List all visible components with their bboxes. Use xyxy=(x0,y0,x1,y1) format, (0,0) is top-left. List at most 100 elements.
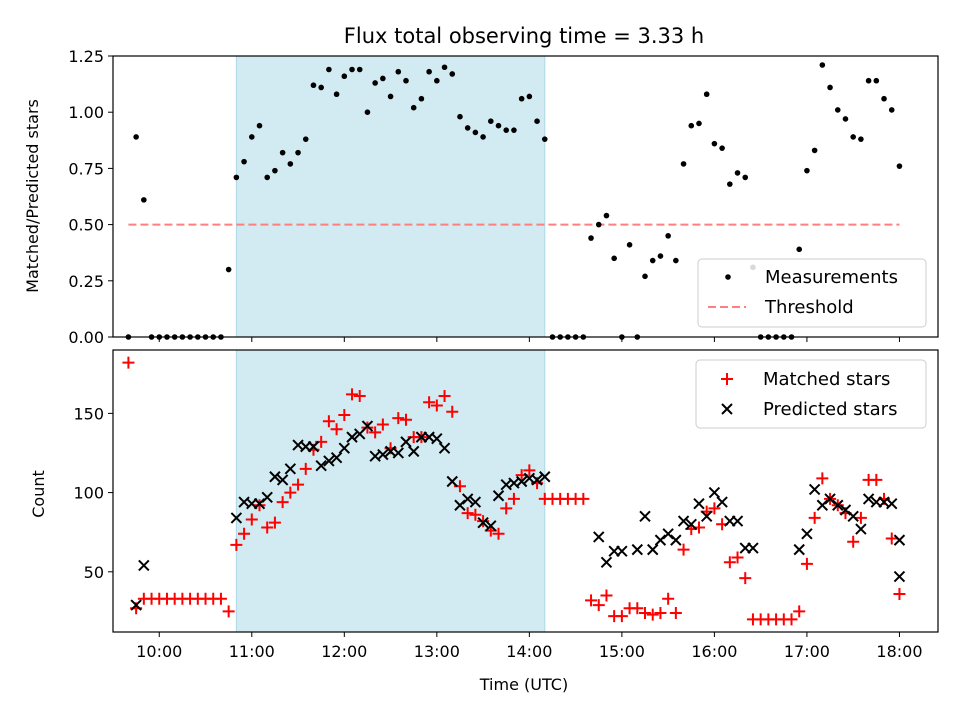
y-tick-label: 0.25 xyxy=(68,272,104,291)
predicted-star-point xyxy=(685,518,697,530)
matched-star-point xyxy=(600,589,613,602)
predicted-star-point xyxy=(893,534,906,546)
matched-star-point xyxy=(353,389,366,402)
predicted-star-point xyxy=(276,474,289,486)
y-tick-label: 1.25 xyxy=(68,47,104,66)
matched-star-point xyxy=(423,396,436,409)
predicted-star-point xyxy=(400,436,412,448)
y-tick-label: 0.75 xyxy=(68,159,104,178)
measurement-point xyxy=(372,80,378,86)
measurement-point xyxy=(865,77,872,84)
measurement-point xyxy=(418,95,425,102)
measurement-point xyxy=(703,91,710,98)
y-tick-label: 100 xyxy=(73,484,104,503)
matched-star-point xyxy=(577,492,590,505)
matched-star-point xyxy=(376,418,389,431)
predicted-star-point xyxy=(600,556,613,568)
bottom-y-axis-label: Count xyxy=(29,470,48,518)
predicted-star-point xyxy=(677,515,690,527)
measurement-point xyxy=(333,91,340,98)
x-tick-label: 18:00 xyxy=(876,642,922,661)
measurement-point xyxy=(449,71,456,77)
y-tick-label: 50 xyxy=(84,563,104,582)
measurement-point xyxy=(896,163,903,169)
measurement-point xyxy=(488,118,494,124)
x-tick-label: 17:00 xyxy=(784,642,830,661)
measurement-point xyxy=(272,167,278,174)
chart-title: Flux total observing time = 3.33 h xyxy=(344,24,704,48)
predicted-star-point xyxy=(793,543,805,556)
measurement-point xyxy=(734,170,741,176)
measurement-point xyxy=(318,84,324,91)
predicted-star-point xyxy=(346,431,358,443)
matched-star-point xyxy=(253,499,266,512)
measurement-point xyxy=(356,66,363,73)
predicted-star-point xyxy=(616,545,628,557)
ratio-panel: 0.00 0.25 0.50 0.75 1.00 1.25 xyxy=(68,47,939,347)
matched-star-point xyxy=(677,543,690,556)
top-legend-box xyxy=(697,258,927,328)
predicted-star-point xyxy=(315,459,327,472)
predicted-star-point xyxy=(862,493,875,505)
predicted-star-point xyxy=(261,491,273,504)
predicted-star-point xyxy=(693,497,705,510)
measurement-point xyxy=(287,161,294,167)
measurement-point xyxy=(796,246,803,253)
matched-star-point xyxy=(446,405,459,418)
predicted-star-point xyxy=(808,483,821,496)
predicted-star-point xyxy=(338,442,351,454)
measurement-point xyxy=(233,174,240,181)
y-tick-label: 0.50 xyxy=(68,216,104,235)
matched-star-point xyxy=(662,592,675,605)
predicted-star-point xyxy=(284,463,297,475)
measurement-point xyxy=(248,134,255,140)
measurement-point xyxy=(742,174,749,181)
measurement-point xyxy=(649,257,656,264)
predicted-star-point xyxy=(708,486,721,499)
matched-star-point xyxy=(816,472,829,485)
measurement-point xyxy=(642,273,648,280)
matched-star-point xyxy=(369,426,382,439)
measurement-point xyxy=(326,66,332,73)
measurement-point xyxy=(511,127,517,133)
predicted-star-point xyxy=(431,433,443,445)
measurement-point xyxy=(387,93,394,100)
measurement-point xyxy=(380,75,386,82)
measurement-point xyxy=(834,107,841,113)
measurement-point xyxy=(503,127,510,133)
measurement-point xyxy=(434,77,440,84)
predicted-star-point xyxy=(832,499,844,511)
bottom-legend: Matched stars Predicted stars xyxy=(695,359,927,429)
measurement-point xyxy=(256,122,263,129)
measurement-point xyxy=(595,221,602,228)
matched-star-point xyxy=(847,535,860,548)
measurement-point xyxy=(881,95,887,102)
predicted-star-point xyxy=(407,445,420,458)
matched-star-point xyxy=(893,587,906,600)
axes-frame xyxy=(112,349,939,633)
predicted-star-point xyxy=(323,455,335,467)
legend-threshold-label: Threshold xyxy=(764,297,854,318)
matched-star-point xyxy=(399,413,412,426)
y-tick-label: 150 xyxy=(73,404,104,423)
measurement-point xyxy=(364,109,371,115)
measurement-point xyxy=(673,257,679,264)
predicted-star-point xyxy=(716,496,728,508)
x-tick-label: 14:00 xyxy=(506,642,552,661)
measurement-point xyxy=(888,107,895,113)
matched-star-point xyxy=(284,486,297,499)
predicted-star-point xyxy=(130,599,142,611)
measurement-point xyxy=(264,174,271,181)
measurement-point xyxy=(526,93,533,100)
y-tick-label: 1.00 xyxy=(68,103,104,122)
x-tick-label: 15:00 xyxy=(599,642,645,661)
matched-star-point xyxy=(430,399,443,412)
matched-star-point xyxy=(654,606,667,619)
measurement-point xyxy=(850,134,856,140)
matched-star-point xyxy=(338,408,351,421)
measurement-point xyxy=(626,242,633,248)
measurement-point xyxy=(464,125,471,131)
matched-star-point xyxy=(492,527,505,540)
predicted-star-point xyxy=(801,528,813,540)
predicted-star-point xyxy=(461,493,474,505)
